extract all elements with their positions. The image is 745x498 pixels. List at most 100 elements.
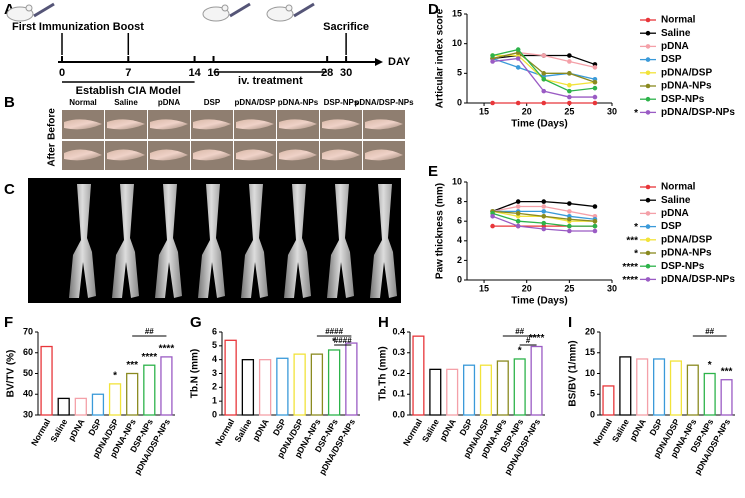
phase-label: iv. treatment xyxy=(238,75,303,87)
legend-marker xyxy=(645,110,651,115)
y-tick-label: 0 xyxy=(457,274,462,284)
legend-marker xyxy=(645,83,651,89)
significance-label: *** xyxy=(626,235,638,246)
paw-shape xyxy=(107,149,145,161)
data-point xyxy=(515,56,521,61)
y-tick-label: 60 xyxy=(23,347,33,357)
bar xyxy=(40,345,53,416)
legend-marker xyxy=(645,250,651,256)
bone-render xyxy=(69,184,96,298)
timeline-day: 28 xyxy=(321,67,333,79)
y-tick-label: 0 xyxy=(590,409,595,419)
x-tick-label: Normal xyxy=(401,417,424,447)
x-tick-label: 25 xyxy=(564,106,574,116)
x-axis-label: Time (Days) xyxy=(511,119,568,130)
data-point xyxy=(541,220,547,226)
group-label: pDNA xyxy=(158,98,180,107)
x-tick-label: Saline xyxy=(610,417,631,444)
comparison-label: #### xyxy=(334,336,352,345)
panel-letter: C xyxy=(4,181,15,198)
timeline-day: 0 xyxy=(59,67,65,79)
significance-label: **** xyxy=(142,352,158,363)
x-tick-label: Normal xyxy=(213,417,236,447)
x-tick-label: 20 xyxy=(522,283,532,293)
data-point xyxy=(490,53,495,58)
data-point xyxy=(541,76,547,82)
data-point xyxy=(515,223,521,229)
bar xyxy=(530,345,543,416)
data-point xyxy=(541,53,547,58)
paw-shape xyxy=(150,119,188,130)
significance-label: * xyxy=(113,371,117,382)
comparison-label: ## xyxy=(515,327,524,336)
y-tick-label: 0.2 xyxy=(392,368,405,378)
significance-label: * xyxy=(634,249,638,260)
significance-label: * xyxy=(634,222,638,233)
y-tick-label: 0.4 xyxy=(392,326,405,336)
x-tick-label: pDNA xyxy=(437,417,457,442)
y-tick-label: 70 xyxy=(23,326,33,336)
paw-shape xyxy=(64,119,102,130)
x-tick-label: 30 xyxy=(607,283,617,293)
x-tick-label: Saline xyxy=(232,417,253,444)
bar xyxy=(108,383,122,416)
y-axis-label: Tb.N (mm) xyxy=(190,349,201,398)
group-label: DSP xyxy=(204,98,221,107)
data-point xyxy=(592,85,598,91)
mouse-ear xyxy=(25,4,33,12)
bar xyxy=(57,397,70,416)
legend-label: Normal xyxy=(661,182,696,193)
timeline-day: 14 xyxy=(188,67,201,79)
bar xyxy=(429,368,442,416)
bar xyxy=(276,357,289,416)
data-point xyxy=(567,228,572,234)
timeline-arrow xyxy=(375,58,383,66)
x-tick-label: 15 xyxy=(479,106,489,116)
data-point xyxy=(567,71,572,76)
y-tick-label: 50 xyxy=(23,368,33,378)
data-point xyxy=(541,214,547,219)
data-point xyxy=(541,199,547,204)
legend-marker xyxy=(645,263,651,269)
paw-shape xyxy=(279,119,317,130)
bar xyxy=(703,372,716,416)
bar xyxy=(241,359,255,416)
y-tick-label: 8 xyxy=(457,196,462,206)
bar xyxy=(496,360,509,416)
bar xyxy=(720,379,733,416)
group-label: pDNA-NPs xyxy=(278,98,319,107)
legend-label: DSP-NPs xyxy=(661,261,705,272)
y-tick-label: 15 xyxy=(585,347,595,357)
legend-label: pDNA xyxy=(661,41,689,52)
significance-label: **** xyxy=(622,262,638,273)
legend-marker xyxy=(645,211,651,216)
y-tick-label: 5 xyxy=(590,389,595,399)
data-point xyxy=(567,216,572,222)
legend-marker xyxy=(645,237,651,243)
significance-label: * xyxy=(518,346,522,357)
paw-shape xyxy=(365,119,403,130)
data-point xyxy=(515,65,521,70)
y-tick-label: 30 xyxy=(23,409,33,419)
legend-label: pDNA/DSP xyxy=(661,67,712,78)
paw-shape xyxy=(150,149,188,161)
legend-marker xyxy=(645,277,651,282)
timeline-day: 30 xyxy=(340,67,352,79)
y-tick-label: 40 xyxy=(23,389,33,399)
data-point xyxy=(567,88,572,94)
legend-label: pDNA/DSP-NPs xyxy=(661,107,735,118)
significance-label: * xyxy=(708,360,712,371)
data-point xyxy=(567,82,572,88)
data-point xyxy=(490,214,495,219)
mouse-ear xyxy=(221,4,229,12)
x-tick-label: 15 xyxy=(479,283,489,293)
paw-shape xyxy=(365,149,403,161)
bar xyxy=(224,339,237,416)
y-tick-label: 10 xyxy=(452,176,462,186)
legend-marker xyxy=(645,96,651,102)
legend-marker xyxy=(645,30,651,36)
event-label: Boost xyxy=(113,21,145,33)
x-tick-label: Normal xyxy=(591,417,614,447)
mouse-icon xyxy=(266,6,294,22)
y-tick-label: 5 xyxy=(212,340,217,350)
